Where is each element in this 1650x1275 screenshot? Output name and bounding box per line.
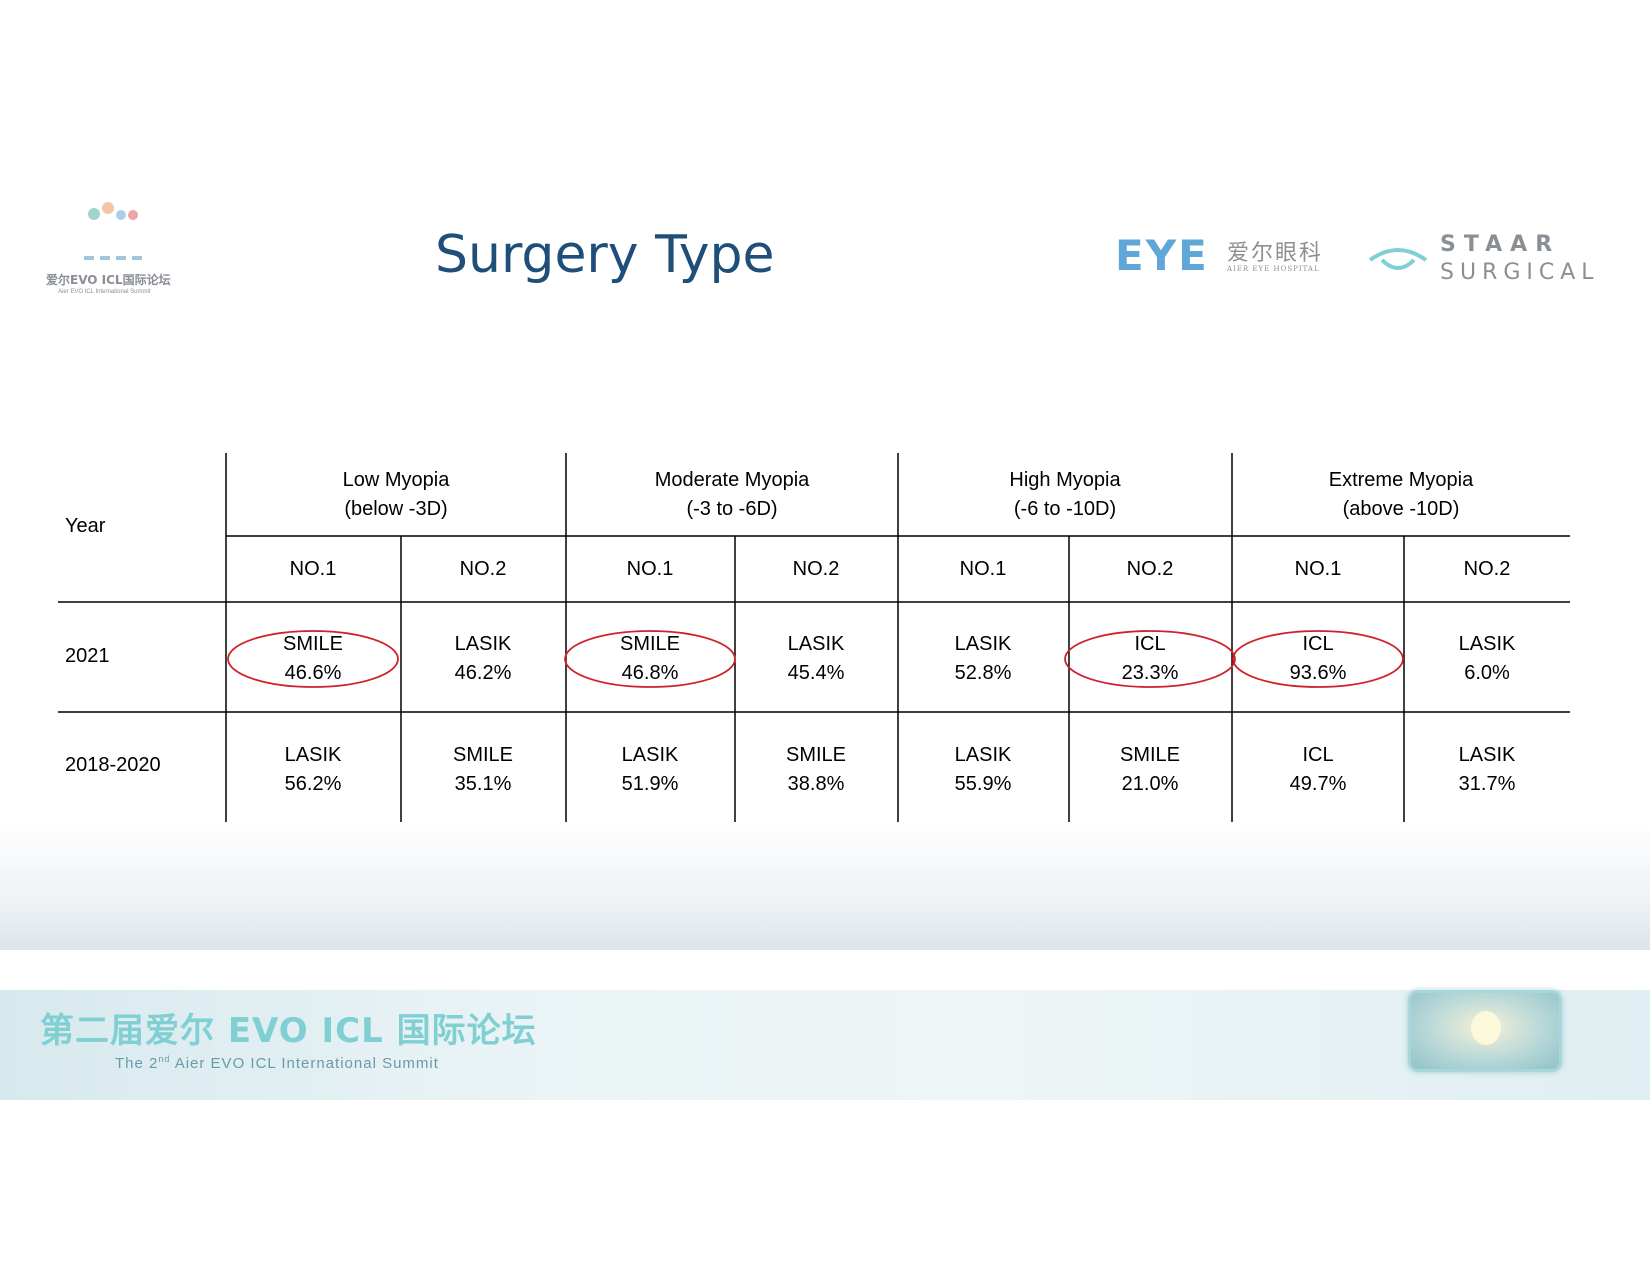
cell-surgery-type: LASIK — [454, 633, 512, 655]
footer-subtitle-rest: Aier EVO ICL International Summit — [170, 1055, 439, 1072]
rank-header: NO.2 — [459, 558, 507, 580]
group-range: (-3 to -6D) — [686, 498, 778, 520]
cell-surgery-type: SMILE — [1119, 744, 1181, 766]
background-gap — [0, 950, 1650, 990]
cell-surgery-type: LASIK — [787, 633, 845, 655]
cell-percentage: 6.0% — [1464, 662, 1510, 684]
staar-logo-sub: SURGICAL — [1440, 260, 1600, 285]
rank-header: NO.2 — [1126, 558, 1174, 580]
cell-percentage: 45.4% — [787, 662, 845, 684]
rank-header: NO.1 — [626, 558, 674, 580]
logo-dot-peach — [102, 202, 114, 214]
summit-logo-cn: 爱尔EVO ICL国际论坛 — [46, 273, 171, 287]
aier-logo-en: AIER EYE HOSPITAL — [1227, 265, 1320, 273]
year-2021: 2021 — [65, 645, 110, 667]
group-header: Extreme Myopia — [1328, 469, 1474, 491]
group-range: (-6 to -10D) — [1013, 498, 1117, 520]
cell-percentage: 46.6% — [284, 662, 342, 684]
aier-eye-logo: EYE 爱尔眼科 AIER EYE HOSPITAL — [1115, 231, 1321, 280]
logo-dot-blue — [116, 210, 126, 220]
cell-percentage: 46.8% — [621, 662, 679, 684]
cell-percentage: 51.9% — [621, 773, 679, 795]
footer-subtitle: The 2nd Aier EVO ICL International Summi… — [115, 1054, 439, 1072]
cell-surgery-type: ICL — [1302, 633, 1334, 655]
rank-header: NO.1 — [289, 558, 337, 580]
group-range: (below -3D) — [344, 498, 448, 520]
cell-percentage: 31.7% — [1458, 773, 1516, 795]
group-header: High Myopia — [1009, 469, 1121, 491]
cell-percentage: 56.2% — [284, 773, 342, 795]
cell-surgery-type: LASIK — [284, 744, 342, 766]
cell-percentage: 55.9% — [954, 773, 1012, 795]
background-haze — [0, 820, 1650, 950]
cell-surgery-type: LASIK — [1458, 633, 1516, 655]
cell-percentage: 49.7% — [1289, 773, 1347, 795]
cell-surgery-type: SMILE — [452, 744, 514, 766]
cell-surgery-type: LASIK — [621, 744, 679, 766]
cell-percentage: 38.8% — [787, 773, 845, 795]
cell-surgery-type: LASIK — [1458, 744, 1516, 766]
cell-percentage: 93.6% — [1289, 662, 1347, 684]
group-header: Low Myopia — [342, 469, 450, 491]
cell-surgery-type: SMILE — [282, 633, 344, 655]
logo-dot-teal — [88, 208, 100, 220]
summit-logo-en: Aier EVO ICL International Summit — [58, 289, 151, 295]
cell-percentage: 46.2% — [454, 662, 512, 684]
staar-logo-word: STAAR — [1440, 232, 1561, 257]
rank-header: NO.1 — [959, 558, 1007, 580]
slide-title: Surgery Type — [435, 225, 775, 285]
rank-header: NO.2 — [1463, 558, 1511, 580]
rank-header: NO.1 — [1294, 558, 1342, 580]
cell-surgery-type: LASIK — [954, 633, 1012, 655]
rank-header: NO.2 — [792, 558, 840, 580]
cell-percentage: 35.1% — [454, 773, 512, 795]
cell-surgery-type: SMILE — [619, 633, 681, 655]
logo-bars — [84, 256, 148, 260]
cell-percentage: 21.0% — [1121, 773, 1179, 795]
footer-band — [0, 990, 1650, 1100]
summit-logo: 爱尔EVO ICL国际论坛 Aier EVO ICL International… — [40, 200, 190, 300]
cell-surgery-type: SMILE — [785, 744, 847, 766]
aier-logo-cn: 爱尔眼科 — [1227, 241, 1324, 266]
staar-eye-icon — [1368, 248, 1428, 270]
summit-emblem-image — [1408, 990, 1562, 1072]
cell-percentage: 23.3% — [1121, 662, 1179, 684]
group-header: Moderate Myopia — [654, 469, 810, 491]
cell-surgery-type: LASIK — [954, 744, 1012, 766]
year-2018-2020: 2018-2020 — [65, 754, 161, 776]
aier-logo-mark: EYE — [1115, 231, 1209, 280]
footer-subtitle-prefix: The 2 — [115, 1055, 159, 1072]
group-range: (above -10D) — [1342, 498, 1460, 520]
year-header: Year — [65, 515, 106, 537]
logo-dot-pink — [128, 210, 138, 220]
cell-surgery-type: ICL — [1302, 744, 1334, 766]
cell-percentage: 52.8% — [954, 662, 1012, 684]
footer-subtitle-sup: nd — [158, 1054, 171, 1064]
cell-surgery-type: ICL — [1134, 633, 1166, 655]
footer-title: 第二届爱尔 EVO ICL 国际论坛 — [40, 1011, 537, 1051]
